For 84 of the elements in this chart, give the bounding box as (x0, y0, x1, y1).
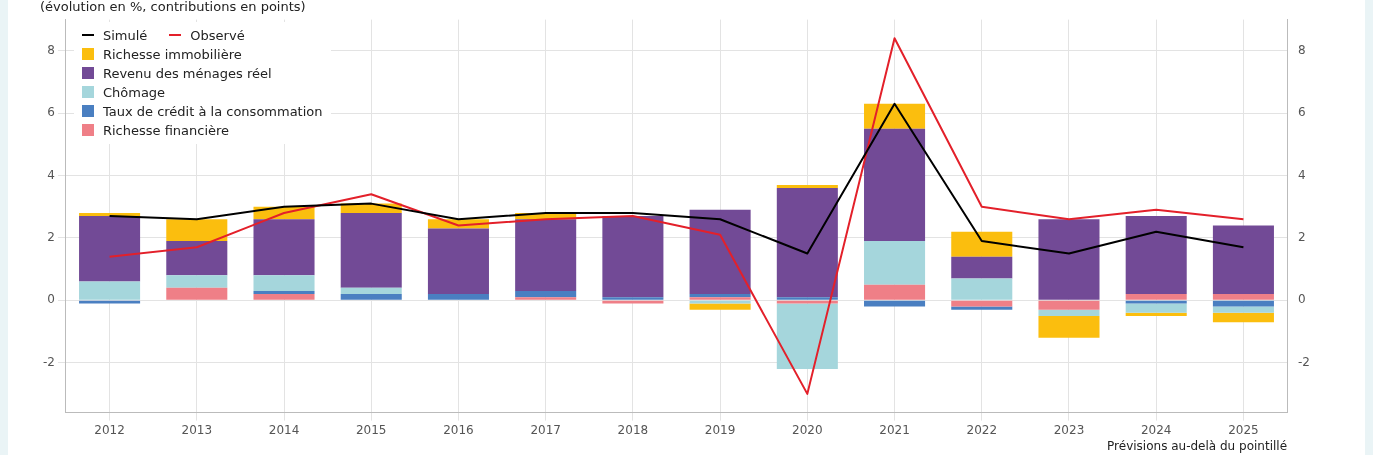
bar (515, 297, 577, 300)
x-tick-label: 2012 (94, 422, 125, 437)
y-tick-label: 2 (47, 230, 55, 245)
x-tick-label: 2017 (530, 422, 561, 437)
bar (166, 219, 228, 242)
bar (253, 294, 315, 300)
legend-label: Chômage (101, 83, 167, 102)
legend-label: Revenu des ménages réel (101, 64, 273, 83)
legend-label: Richesse immobilière (101, 45, 243, 64)
y2-tick-label: 2 (1298, 230, 1306, 245)
bar (602, 216, 664, 298)
bar (166, 275, 228, 288)
x-tick-label: 2023 (1053, 422, 1085, 437)
bar (951, 278, 1013, 300)
bar (253, 275, 315, 291)
bar (79, 212, 141, 217)
bar (340, 294, 402, 300)
chart-subtitle: (évolution en %, contributions en points) (40, 0, 306, 15)
bar (253, 219, 315, 276)
x-tick-label: 2021 (879, 422, 910, 437)
bar (951, 256, 1013, 279)
y2-tick-label: 8 (1298, 42, 1306, 57)
bar (1125, 216, 1187, 295)
bar (166, 241, 228, 276)
bar (1038, 300, 1100, 310)
bar (1212, 312, 1274, 323)
y-tick-label: 6 (47, 105, 55, 120)
y2-tick-label: 0 (1298, 292, 1306, 307)
bar (951, 231, 1013, 257)
x-tick-label: 2013 (181, 422, 213, 437)
x-tick-label: 2024 (1140, 422, 1172, 437)
y2-tick-label: 6 (1298, 105, 1306, 120)
x-tick-label: 2014 (268, 422, 300, 437)
bar (776, 303, 838, 369)
bar (427, 294, 489, 300)
legend-label: Richesse financière (101, 121, 231, 140)
bar (340, 212, 402, 288)
bar (1038, 219, 1100, 300)
legend-label: Observé (189, 26, 245, 45)
bar (79, 216, 141, 282)
x-tick-label: 2018 (617, 422, 649, 437)
bar (951, 300, 1013, 307)
bar (864, 284, 926, 300)
bar (427, 228, 489, 295)
bar (1212, 294, 1274, 300)
bar (951, 306, 1013, 310)
legend-label: Taux de crédit à la consommation (101, 102, 323, 121)
x-tick-label: 2016 (443, 422, 474, 437)
bar (689, 209, 751, 295)
x-tick-label: 2022 (966, 422, 998, 437)
text: Prévisions au-delà du pointillé (1107, 439, 1288, 454)
bar (776, 188, 838, 298)
bar (602, 297, 664, 300)
legend-label: Simulé (101, 26, 148, 45)
bar (1038, 309, 1100, 316)
bar (1125, 294, 1187, 300)
bar (340, 287, 402, 295)
x-tick-label: 2020 (792, 422, 823, 437)
y-tick-label: 4 (47, 167, 55, 182)
bar (1212, 225, 1274, 295)
bar (253, 290, 315, 295)
bar (689, 303, 751, 310)
bar (515, 219, 577, 291)
x-tick-label: 2019 (704, 422, 736, 437)
bar (1125, 312, 1187, 316)
y-tick-label: 0 (47, 292, 55, 307)
bar (1212, 306, 1274, 313)
bar (1212, 300, 1274, 307)
bar (864, 241, 926, 285)
y2-tick-label: -2 (1298, 354, 1310, 369)
bar (515, 290, 577, 298)
y2-tick-label: 4 (1298, 167, 1306, 182)
bar (1125, 303, 1187, 313)
x-tick-label: 2025 (1228, 422, 1259, 437)
bar (864, 128, 926, 242)
bar (79, 281, 141, 300)
x-tick-label: 2015 (355, 422, 387, 437)
bar (1038, 315, 1100, 338)
bar (776, 297, 838, 300)
bar (776, 184, 838, 189)
bar (166, 287, 228, 300)
y-tick-label: 8 (47, 42, 55, 57)
bar (864, 300, 926, 307)
y-tick-label: -2 (43, 354, 55, 369)
